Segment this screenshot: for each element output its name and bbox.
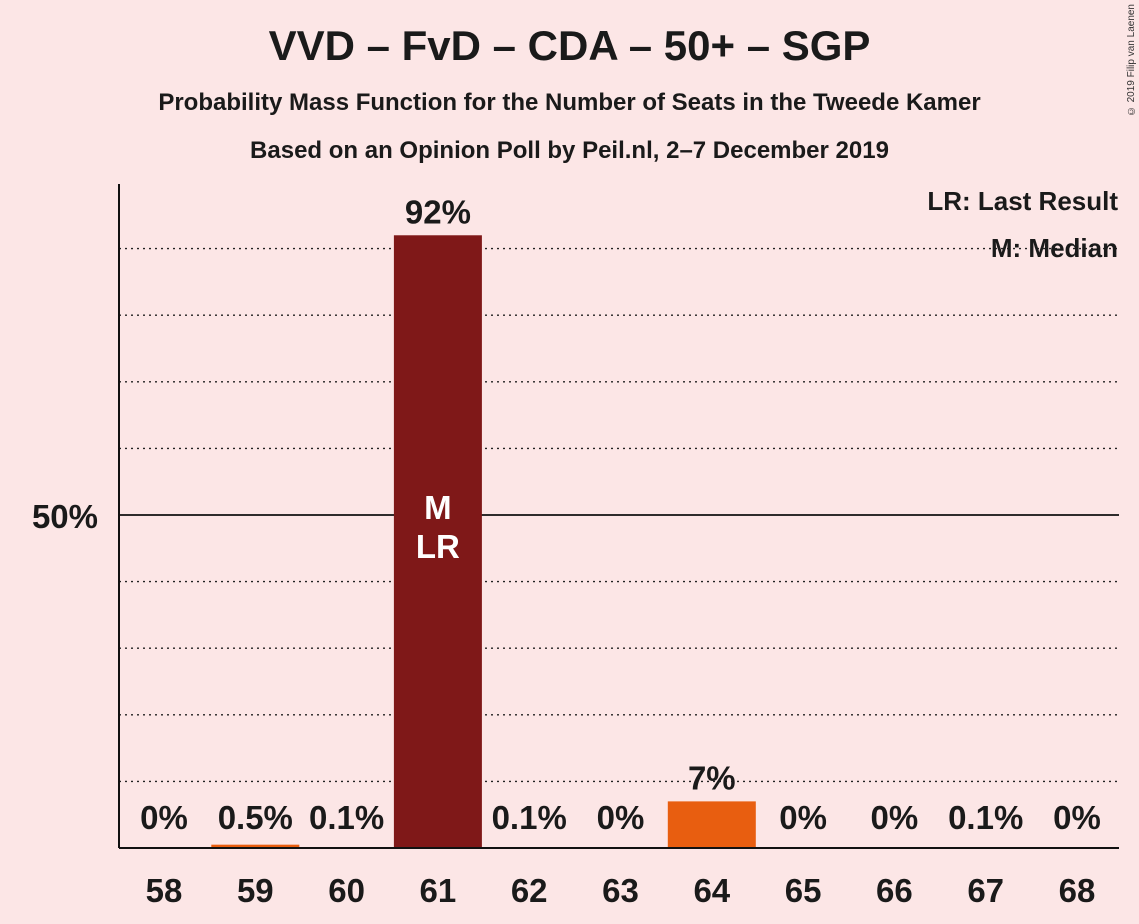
x-tick-label: 63	[602, 872, 639, 909]
bar-value-label: 0.5%	[218, 799, 293, 836]
bar-64	[667, 801, 756, 848]
bar-59	[211, 844, 300, 848]
bar-value-label: 0%	[779, 799, 827, 836]
chart-title: VVD – FvD – CDA – 50+ – SGP	[268, 22, 871, 69]
bar-value-label: 0%	[140, 799, 188, 836]
x-tick-label: 67	[967, 872, 1004, 909]
bar-value-label: 0%	[871, 799, 919, 836]
chart-source: Based on an Opinion Poll by Peil.nl, 2–7…	[250, 137, 889, 164]
y-tick-label: 50%	[32, 498, 98, 535]
legend-median: M: Median	[991, 233, 1118, 263]
x-tick-label: 64	[693, 872, 730, 909]
bar-61	[393, 235, 482, 848]
x-tick-label: 66	[876, 872, 913, 909]
legend-last-result: LR: Last Result	[927, 186, 1118, 216]
bar-value-label: 0.1%	[492, 799, 567, 836]
x-tick-label: 58	[146, 872, 183, 909]
x-tick-label: 61	[420, 872, 457, 909]
bar-value-label: 0%	[1053, 799, 1101, 836]
bar-value-label: 0%	[597, 799, 645, 836]
x-tick-label: 68	[1059, 872, 1096, 909]
x-tick-label: 60	[328, 872, 365, 909]
median-marker: M	[424, 489, 452, 526]
x-tick-label: 62	[511, 872, 548, 909]
bar-value-label: 0.1%	[948, 799, 1023, 836]
x-tick-label: 65	[785, 872, 822, 909]
last-result-marker: LR	[416, 528, 460, 565]
x-tick-label: 59	[237, 872, 274, 909]
bar-value-label: 92%	[405, 193, 471, 230]
bar-value-label: 7%	[688, 759, 736, 796]
chart-subtitle: Probability Mass Function for the Number…	[158, 89, 981, 116]
bar-value-label: 0.1%	[309, 799, 384, 836]
